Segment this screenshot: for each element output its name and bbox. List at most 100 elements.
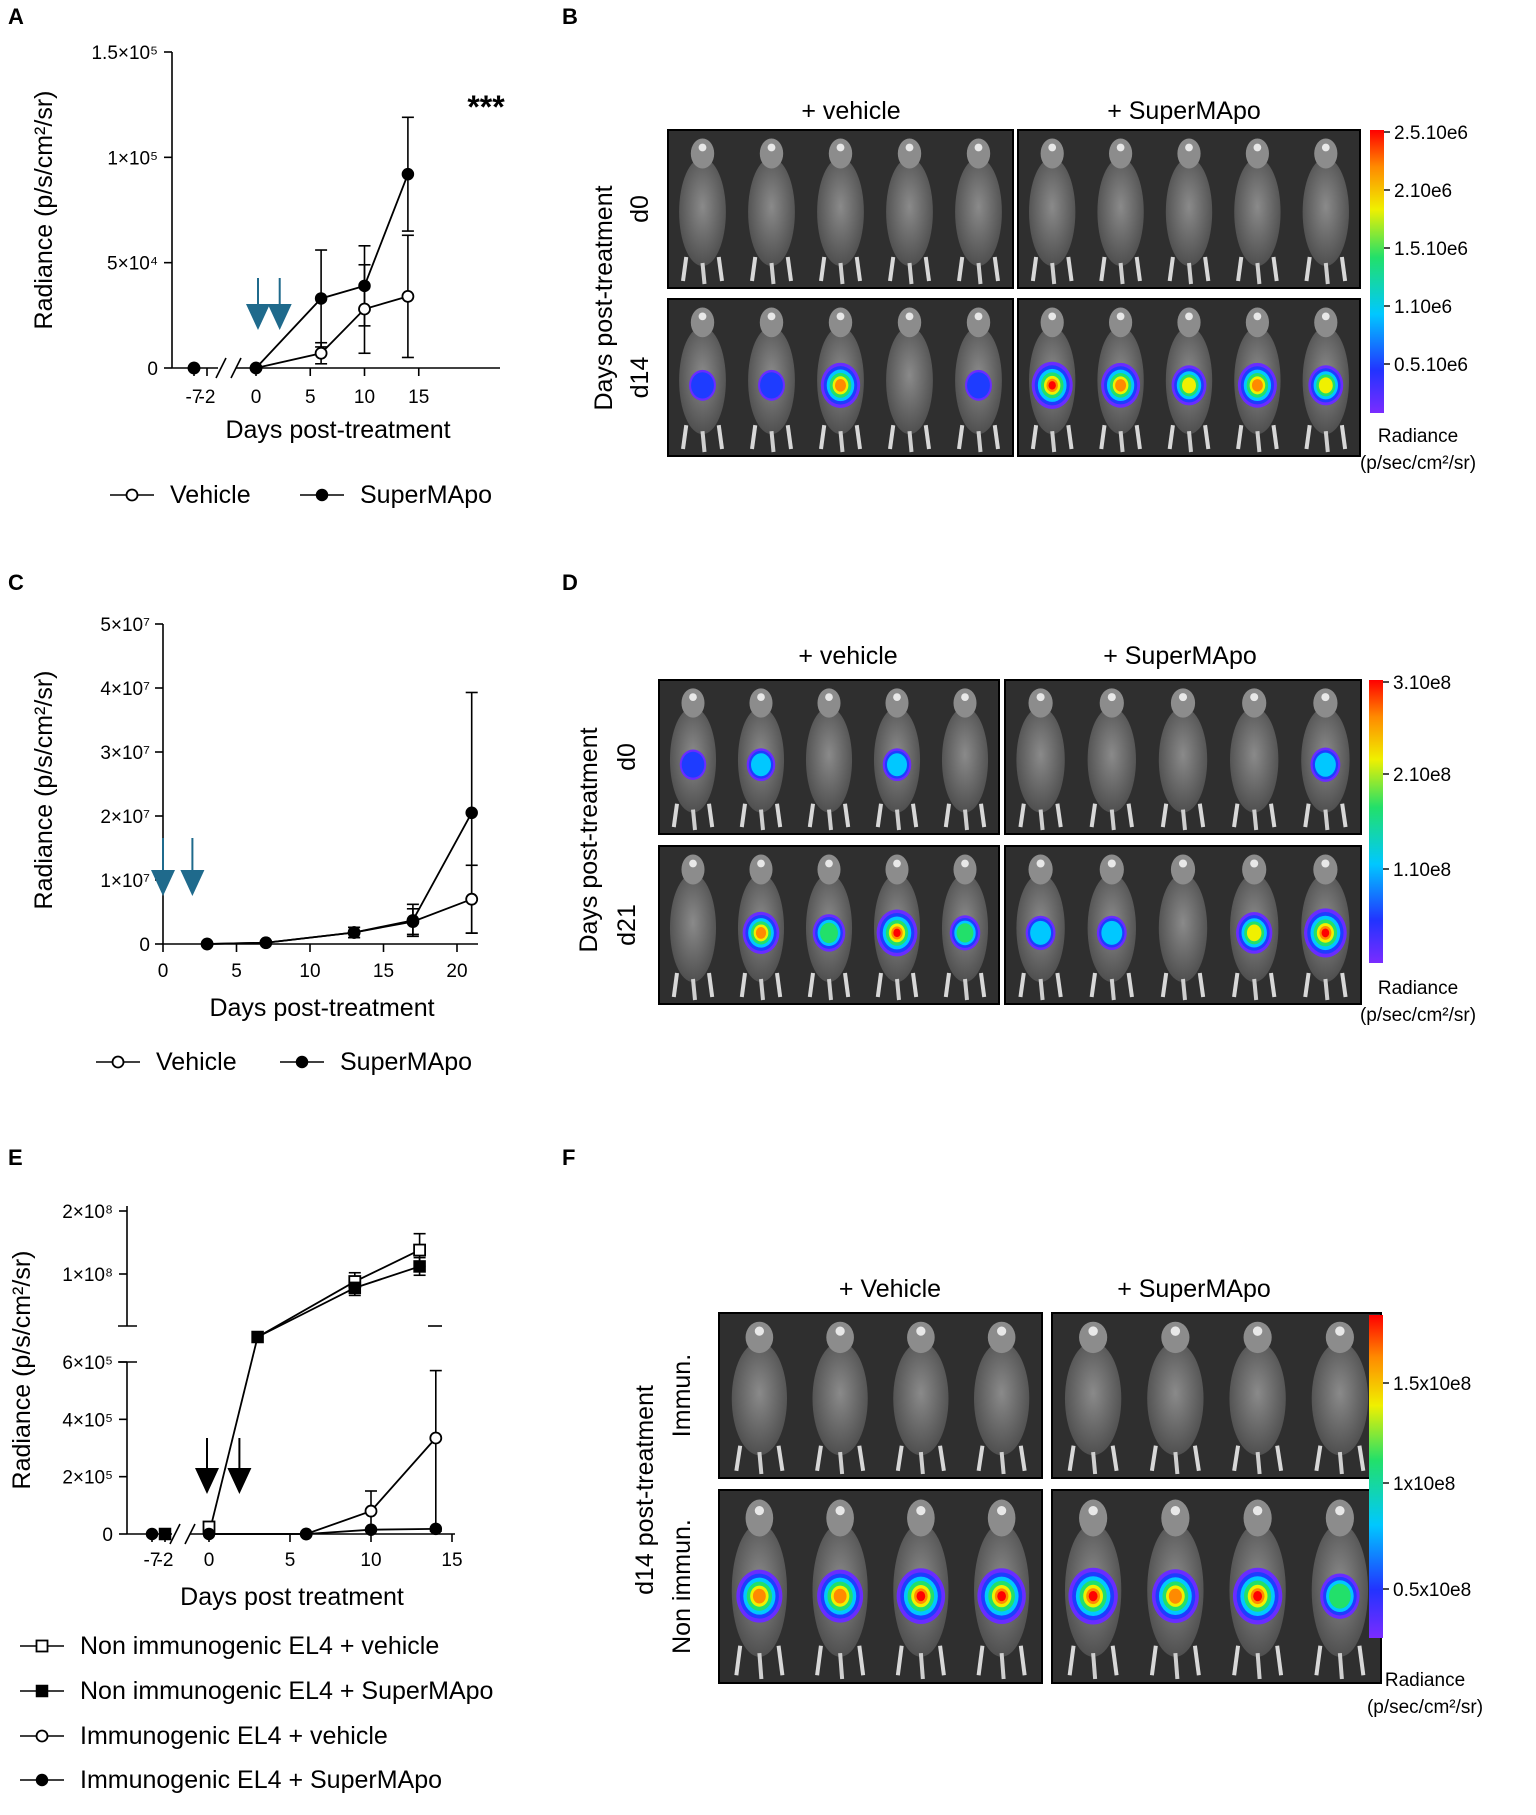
imgB-mouse-body xyxy=(817,158,864,266)
imgD-mouse-leg xyxy=(1160,803,1169,828)
imgF-mouse-tail xyxy=(1255,1652,1262,1680)
e-point xyxy=(364,1504,378,1518)
imgB-mouse-head xyxy=(897,307,922,338)
imgB-mouse-nose xyxy=(1185,143,1193,152)
imgD-mouse-tail xyxy=(1252,978,1259,1001)
imgB-mouse-leg xyxy=(992,424,1000,450)
imgB-mouse-leg xyxy=(1203,424,1211,450)
imgB-mouse-tail xyxy=(700,262,707,285)
imgD-colorbar-units: (p/sec/cm²/sr) xyxy=(1360,1005,1476,1026)
e-xtick-label: 10 xyxy=(360,1550,381,1571)
e-xtick-label: 15 xyxy=(441,1550,462,1571)
imgF-mouse-leg xyxy=(976,1445,985,1472)
chart-c: 0 1×10⁷ 2×10⁷ 3×10⁷ 4×10⁷ 5×10⁷ 0 5 10 15 20 Days p… xyxy=(30,615,479,1076)
imgB-mouse-leg xyxy=(750,424,758,450)
c-ytick-label: 2×10⁷ xyxy=(100,807,150,828)
imgB-mouse-body xyxy=(748,158,795,266)
c-treatment-arrow-head xyxy=(151,870,175,896)
imgD-mouse-nose xyxy=(757,693,765,701)
e-series-line xyxy=(209,1527,436,1535)
imgF-mouse-leg xyxy=(1018,1645,1027,1676)
a-point xyxy=(358,279,371,293)
imgB-mouse-head xyxy=(828,138,853,169)
imgB-mouse-leg xyxy=(716,424,724,450)
imgB-signal xyxy=(1251,379,1263,392)
imgB-colorbar-title: Radiance xyxy=(1378,426,1458,447)
e-point xyxy=(413,1260,426,1273)
imgD-mouse-leg xyxy=(739,972,747,998)
imgB-colorbar-units: (p/sec/cm²/sr) xyxy=(1360,453,1476,474)
imgD-mouse-leg xyxy=(1340,803,1348,828)
imgF-signal xyxy=(997,1591,1006,1602)
imgB-mouse-leg xyxy=(750,256,758,282)
imgF-mouse-head xyxy=(1243,1321,1272,1354)
imgB-mouse-leg xyxy=(957,256,965,282)
imgB-mouse-tail xyxy=(1255,262,1262,285)
c-point xyxy=(347,926,361,939)
imgB-mouse-head xyxy=(828,307,853,338)
a-ytick-label: 5×10⁴ xyxy=(107,254,158,275)
imgF-colorbar-label: 1x10e8 xyxy=(1393,1474,1455,1495)
imgF-mouse-head xyxy=(907,1321,935,1354)
a-axis-break xyxy=(215,357,227,379)
c-xtick-label: 0 xyxy=(158,961,169,982)
imgB-mouse-leg xyxy=(1099,256,1107,282)
imgB-mouse-tail xyxy=(907,430,914,453)
imgF-mouse-leg xyxy=(976,1645,985,1676)
imgB-mouse-leg xyxy=(716,256,724,282)
imgB-mouse-leg xyxy=(1066,424,1074,450)
imgF-mouse-head xyxy=(1079,1321,1108,1354)
imgF-mouse-tail xyxy=(1337,1652,1344,1680)
c-xtick-label: 10 xyxy=(299,961,320,982)
imgB-col-header: + SuperMApo xyxy=(1107,97,1261,125)
a-xtick-label: -2 xyxy=(199,387,216,408)
imgF-mouse-leg xyxy=(1067,1645,1076,1676)
imgD-mouse-head xyxy=(1170,854,1196,885)
imgF-mouse-nose xyxy=(1252,1505,1263,1516)
imgD-mouse-leg xyxy=(775,972,783,998)
imgD-signal xyxy=(681,751,705,778)
imgF-mouse-head xyxy=(826,1499,854,1537)
e-legend-item-marker xyxy=(35,1729,49,1743)
a-xtick-label: 0 xyxy=(251,387,262,408)
a-legend-vehicle-marker xyxy=(125,488,139,502)
e-legend-item-marker xyxy=(35,1773,49,1787)
imgD-mouse-head xyxy=(817,854,841,885)
imgF-mouse-head xyxy=(1161,1499,1190,1537)
imgD-mouse-nose xyxy=(1036,859,1045,868)
imgB-mouse-tail xyxy=(838,430,845,453)
imgB-mouse-leg xyxy=(1203,256,1211,282)
a-point xyxy=(358,302,371,316)
panel-letter-d: D xyxy=(562,570,578,595)
imgF-mouse-leg xyxy=(815,1445,823,1472)
imgF-mouse-leg xyxy=(1357,1645,1366,1676)
imgF-signal xyxy=(1168,1588,1182,1604)
e-legend-item-marker xyxy=(35,1684,49,1698)
imgF-mouse-tail xyxy=(1091,1451,1098,1475)
imgD-mouse-tail xyxy=(1181,809,1187,831)
imgB-mouse-tail xyxy=(1050,430,1057,453)
imgD-mouse-leg xyxy=(1303,803,1311,828)
imgB-mouse-nose xyxy=(1321,143,1330,152)
e-point xyxy=(429,1522,443,1536)
imgD-mouse-leg xyxy=(843,803,851,828)
imgD-mouse-leg xyxy=(707,972,715,998)
imgD-signal xyxy=(820,922,838,944)
c-xtick-label: 5 xyxy=(231,961,242,982)
imgD-mouse-leg xyxy=(1232,972,1240,998)
imgB-col-header: + vehicle xyxy=(801,97,900,125)
imgD-mouse-nose xyxy=(1321,859,1330,868)
imgB-mouse-tail xyxy=(838,262,845,285)
a-point xyxy=(401,289,415,303)
imgF-mouse-leg xyxy=(1232,1645,1241,1676)
imgF-mouse-tail xyxy=(999,1652,1006,1680)
imgB-mouse-leg xyxy=(1304,256,1312,282)
imgB-side-title: Days post-treatment xyxy=(590,185,618,410)
imgB-mouse-body xyxy=(1302,158,1349,266)
c-legend-vehicle-marker xyxy=(111,1055,125,1069)
imgD-mouse-leg xyxy=(671,972,679,998)
imgB-signal xyxy=(834,379,847,392)
c-point xyxy=(200,937,214,951)
e-point xyxy=(202,1527,216,1541)
imgB-mouse-body xyxy=(955,158,1002,266)
